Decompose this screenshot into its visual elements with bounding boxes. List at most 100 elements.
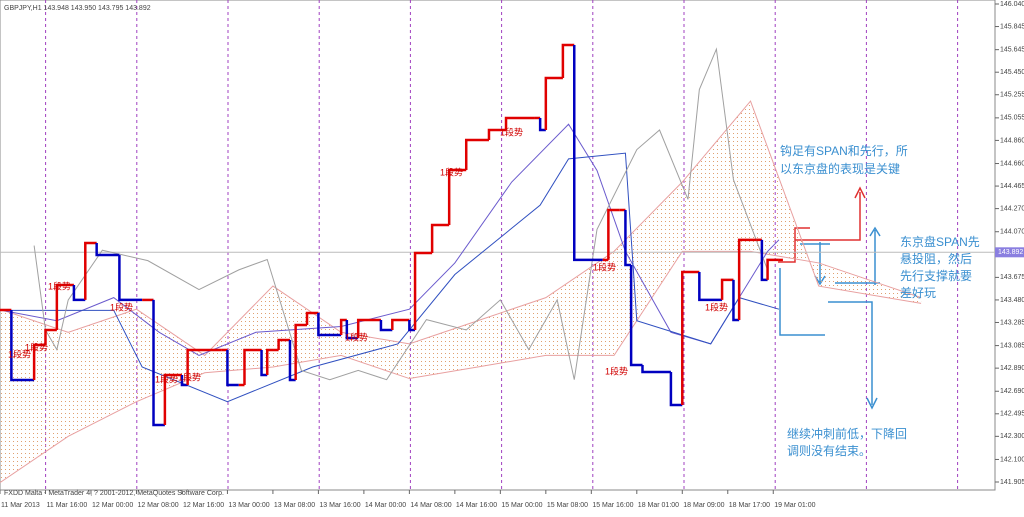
x-tick-label: 15 Mar 16:00 bbox=[592, 502, 633, 509]
y-tick-label: 145.645 bbox=[1000, 47, 1024, 54]
y-tick-label: 145.255 bbox=[1000, 92, 1024, 99]
x-tick-label: 15 Mar 00:00 bbox=[501, 502, 542, 509]
price-step bbox=[681, 270, 700, 406]
footer: FXDD Malta - MetaTrader 4, ? 2001-2012, … bbox=[4, 490, 224, 497]
cloud-fill bbox=[0, 309, 69, 483]
y-tick-label: 143.285 bbox=[1000, 319, 1024, 326]
price-step bbox=[760, 239, 768, 282]
chart-title: GBPJPY,H1 143.948 143.950 143.795 143.89… bbox=[4, 5, 151, 12]
price-step bbox=[305, 311, 319, 326]
cloud-fill bbox=[68, 309, 137, 437]
price-step bbox=[737, 238, 757, 321]
y-tick-label: 144.660 bbox=[1000, 160, 1024, 167]
price-step bbox=[538, 117, 546, 132]
price-step bbox=[294, 323, 308, 381]
y-tick-label: 142.300 bbox=[1000, 433, 1024, 440]
price-step bbox=[265, 348, 279, 375]
price-step bbox=[408, 320, 416, 332]
signal-label: 1段势 bbox=[155, 373, 178, 384]
signal-label: 1段势 bbox=[345, 331, 368, 342]
price-step bbox=[430, 223, 450, 253]
last-price-box bbox=[995, 247, 1024, 258]
cloud-fill bbox=[545, 251, 615, 356]
y-tick-label: 146.040 bbox=[1000, 1, 1024, 8]
signal-label: 1段势 bbox=[8, 348, 31, 359]
price-step bbox=[641, 365, 671, 374]
last-price-label: 143.892 bbox=[998, 249, 1023, 256]
annotation: 东京盘SPAN先 bbox=[900, 234, 980, 249]
y-tick-label: 144.070 bbox=[1000, 229, 1024, 236]
price-step bbox=[391, 318, 410, 330]
drawn-line bbox=[795, 192, 861, 241]
annotation: 调则没有结束。 bbox=[787, 443, 871, 458]
price-step bbox=[669, 371, 683, 407]
annotation: 悬投阻，然后 bbox=[900, 251, 972, 266]
annotation: 先行支撑就要 bbox=[900, 268, 972, 283]
y-tick-label: 142.890 bbox=[1000, 365, 1024, 372]
price-step bbox=[180, 374, 188, 387]
signal-label: 1段势 bbox=[48, 280, 71, 291]
x-tick-label: 13 Mar 16:00 bbox=[319, 502, 360, 509]
price-step bbox=[186, 348, 222, 386]
annotation: 差好玩 bbox=[900, 286, 936, 300]
signal-label: 1段势 bbox=[110, 301, 133, 312]
price-step bbox=[487, 128, 507, 140]
x-tick-label: 19 Mar 01:00 bbox=[774, 502, 815, 509]
x-tick-label: 12 Mar 08:00 bbox=[137, 502, 178, 509]
price-step bbox=[317, 312, 342, 337]
annotation: 以东京盘的表现是关键 bbox=[780, 161, 900, 176]
x-tick-label: 14 Mar 00:00 bbox=[365, 502, 406, 509]
price-step bbox=[624, 209, 632, 267]
price-step bbox=[55, 283, 74, 330]
x-tick-label: 13 Mar 00:00 bbox=[228, 502, 269, 509]
drawn-line bbox=[828, 301, 873, 405]
x-tick-label: 12 Mar 00:00 bbox=[92, 502, 133, 509]
price-step bbox=[766, 258, 779, 280]
y-tick-label: 143.480 bbox=[1000, 297, 1024, 304]
price-step bbox=[345, 320, 359, 340]
price-step bbox=[95, 242, 120, 257]
price-step bbox=[32, 343, 46, 381]
y-tick-label: 145.055 bbox=[1000, 115, 1024, 122]
x-tick-label: 12 Mar 16:00 bbox=[183, 502, 224, 509]
price-step bbox=[720, 278, 734, 300]
plot-area bbox=[0, 0, 996, 491]
y-tick-label: 145.845 bbox=[1000, 23, 1024, 30]
x-tick-label: 18 Mar 17:00 bbox=[729, 502, 770, 509]
cloud-line bbox=[0, 250, 922, 483]
y-tick-label: 144.270 bbox=[1000, 205, 1024, 212]
signal-label: 1段势 bbox=[25, 341, 48, 352]
x-tick-label: 18 Mar 01:00 bbox=[638, 502, 679, 509]
signal-label: 1段势 bbox=[705, 301, 728, 312]
price-step bbox=[629, 265, 643, 367]
price-step bbox=[356, 318, 381, 338]
price-step bbox=[379, 320, 393, 332]
price-step bbox=[607, 208, 620, 260]
signal-label: 1段势 bbox=[440, 166, 463, 177]
x-tick-label: 11 Mar 16:00 bbox=[46, 502, 87, 509]
y-tick-label: 145.450 bbox=[1000, 69, 1024, 76]
annotation: 钩足有SPAN和先行，所 bbox=[780, 144, 908, 158]
price-step bbox=[243, 348, 262, 386]
x-tick-label: 18 Mar 09:00 bbox=[683, 502, 724, 509]
signal-label: 1段势 bbox=[605, 365, 628, 376]
price-step bbox=[163, 373, 182, 426]
y-tick-label: 144.465 bbox=[1000, 183, 1024, 190]
y-tick-label: 142.100 bbox=[1000, 456, 1024, 463]
cloud-line bbox=[0, 100, 922, 357]
x-tick-label: 13 Mar 08:00 bbox=[274, 502, 315, 509]
price-step bbox=[561, 43, 575, 78]
cloud-fill bbox=[409, 320, 478, 379]
price-step bbox=[10, 309, 35, 382]
signal-label: 1段势 bbox=[593, 261, 616, 272]
price-step bbox=[447, 168, 467, 226]
cloud-fill bbox=[682, 101, 751, 252]
price-step bbox=[288, 340, 296, 382]
y-tick-label: 144.860 bbox=[1000, 137, 1024, 144]
price-step bbox=[339, 318, 347, 335]
price-step bbox=[464, 138, 489, 170]
indicator-line bbox=[0, 152, 780, 403]
price-step bbox=[544, 76, 563, 131]
price-step bbox=[72, 285, 86, 302]
